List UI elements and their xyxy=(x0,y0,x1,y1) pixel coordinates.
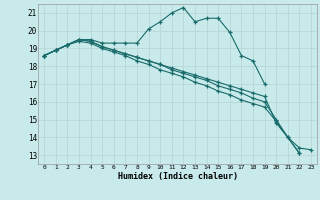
X-axis label: Humidex (Indice chaleur): Humidex (Indice chaleur) xyxy=(118,172,238,181)
